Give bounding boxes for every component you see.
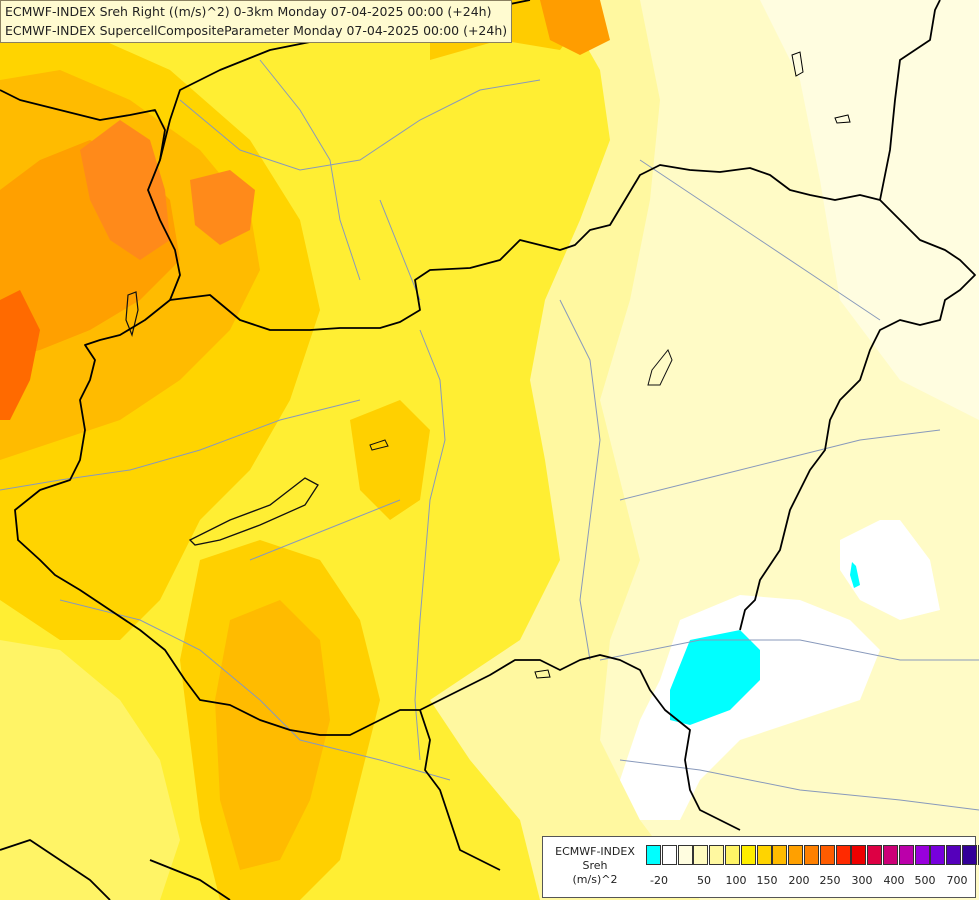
legend-tick-6: 300 bbox=[851, 874, 873, 887]
orange-patch-center bbox=[350, 400, 430, 520]
cyan-negative-sreh bbox=[670, 630, 760, 725]
legend-swatch-15 bbox=[882, 845, 898, 865]
legend-swatch-8 bbox=[772, 845, 788, 865]
lake-tisza bbox=[647, 349, 673, 386]
legend-swatch-13 bbox=[851, 845, 867, 865]
legend-swatch-1 bbox=[661, 845, 677, 865]
border-south-west bbox=[0, 839, 111, 900]
legend-swatch-0 bbox=[646, 845, 661, 865]
legend-tick-1: 50 bbox=[697, 874, 711, 887]
legend-swatch-19 bbox=[946, 845, 962, 865]
legend-tick-0: -20 bbox=[650, 874, 668, 887]
legend-swatch-17 bbox=[914, 845, 930, 865]
legend-color-scale bbox=[646, 845, 979, 865]
legend-swatch-3 bbox=[693, 845, 709, 865]
lake-velence bbox=[369, 439, 389, 451]
color-legend: ECMWF-INDEX Sreh (m/s)^2 -20 50 100 150 200 2… bbox=[542, 836, 979, 898]
legend-swatch-14 bbox=[867, 845, 883, 865]
lake-neusiedl bbox=[125, 291, 139, 337]
legend-swatch-7 bbox=[756, 845, 772, 865]
border-south-2 bbox=[149, 859, 231, 900]
legend-tick-5: 250 bbox=[819, 874, 841, 887]
river-south-east-2 bbox=[619, 759, 979, 811]
river-tisza bbox=[559, 299, 601, 661]
river-north bbox=[179, 79, 541, 171]
legend-swatch-10 bbox=[803, 845, 819, 865]
orange-field-south-inner bbox=[215, 600, 330, 870]
orange-patch-north bbox=[540, 0, 610, 55]
legend-tick-9: 700 bbox=[946, 874, 968, 887]
river-north-2 bbox=[259, 59, 361, 281]
river-danube bbox=[414, 329, 446, 761]
legend-swatch-20 bbox=[961, 845, 977, 865]
legend-title: ECMWF-INDEX Sreh (m/s)^2 bbox=[547, 845, 643, 887]
light-yellow-southwest bbox=[0, 640, 180, 900]
legend-tick-8: 500 bbox=[914, 874, 936, 887]
cyan-negative-sreh-small bbox=[850, 562, 860, 588]
legend-swatch-2 bbox=[677, 845, 693, 865]
legend-swatch-16 bbox=[898, 845, 914, 865]
legend-tick-3: 150 bbox=[756, 874, 778, 887]
legend-tick-2: 100 bbox=[725, 874, 747, 887]
river-north-3 bbox=[379, 199, 421, 301]
river-drava bbox=[59, 599, 451, 781]
darkest-orange-patch-1 bbox=[80, 120, 170, 260]
map-title-line1: ECMWF-INDEX Sreh Right ((m/s)^2) 0-3km M… bbox=[5, 4, 492, 19]
legend-swatch-6 bbox=[740, 845, 756, 865]
legend-title-line1: ECMWF-INDEX bbox=[555, 845, 635, 858]
legend-title-line2: Sreh bbox=[582, 859, 608, 872]
map-title-line2: ECMWF-INDEX SupercellCompositeParameter … bbox=[5, 23, 508, 38]
small-islands bbox=[534, 51, 851, 679]
legend-swatch-21 bbox=[977, 845, 979, 865]
legend-unit: (m/s)^2 bbox=[572, 873, 618, 886]
darkest-orange-patch-2 bbox=[0, 290, 40, 420]
rivers bbox=[0, 59, 979, 811]
border-north-east bbox=[879, 0, 941, 201]
border-hungary-north-east bbox=[169, 164, 976, 631]
legend-swatch-11 bbox=[819, 845, 835, 865]
island-3 bbox=[534, 669, 551, 679]
lake-balaton bbox=[188, 477, 319, 546]
river-center-west bbox=[249, 499, 401, 561]
legend-swatch-9 bbox=[788, 845, 804, 865]
legend-tick-7: 400 bbox=[883, 874, 905, 887]
island-2 bbox=[834, 114, 851, 124]
legend-swatch-12 bbox=[835, 845, 851, 865]
border-south-center bbox=[419, 709, 501, 871]
legend-swatch-4 bbox=[709, 845, 725, 865]
map-title-box: ECMWF-INDEX Sreh Right ((m/s)^2) 0-3km M… bbox=[0, 0, 513, 43]
darkest-orange-patch-3 bbox=[190, 170, 255, 245]
river-mures bbox=[619, 429, 941, 501]
river-south-east bbox=[599, 639, 979, 661]
island-1 bbox=[791, 51, 804, 77]
legend-tick-labels: -20 50 100 150 200 250 300 400 500 700 bbox=[646, 874, 972, 888]
white-patch-east bbox=[840, 520, 940, 620]
legend-swatch-5 bbox=[724, 845, 740, 865]
border-hungary-west-south bbox=[0, 89, 741, 831]
legend-tick-4: 200 bbox=[788, 874, 810, 887]
pale-field-northeast bbox=[760, 0, 979, 420]
river-west-1 bbox=[0, 399, 361, 491]
river-northeast bbox=[639, 159, 881, 321]
legend-swatch-18 bbox=[930, 845, 946, 865]
